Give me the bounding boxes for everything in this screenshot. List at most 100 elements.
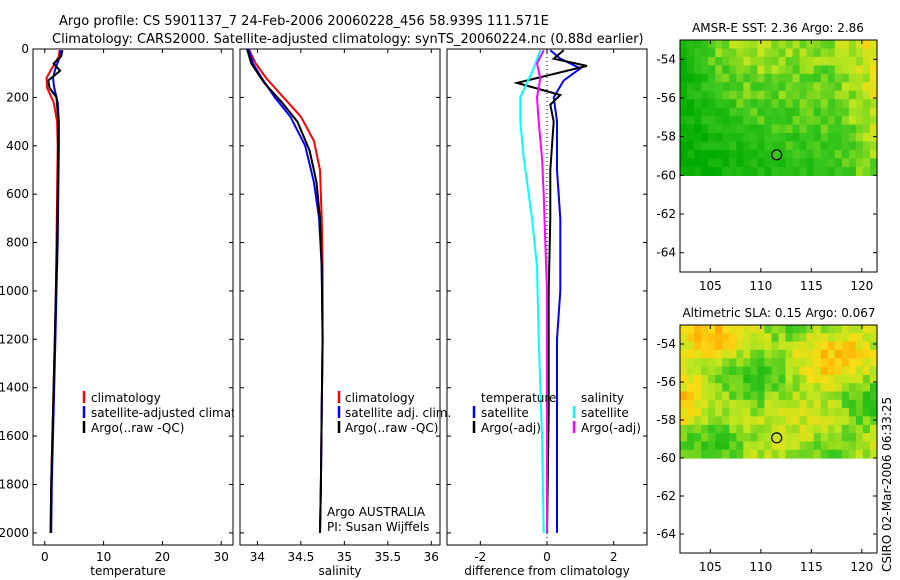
map-cell: [701, 433, 709, 442]
map-cell: [715, 107, 723, 117]
map-cell: [799, 408, 808, 417]
map-cell: [806, 73, 815, 83]
map-cell: [701, 73, 709, 83]
map-cell: [764, 166, 772, 176]
map-cell: [862, 391, 871, 401]
map-cell: [764, 449, 772, 459]
map-cell: [764, 90, 772, 100]
map-cell: [750, 374, 758, 384]
map-cell: [799, 449, 808, 459]
map-cell: [764, 124, 772, 134]
map-cell: [855, 408, 864, 417]
map-cell: [834, 391, 843, 401]
figure-title-line1: Argo profile: CS 5901137_7 24-Feb-2006 2…: [59, 14, 549, 29]
map-cell: [870, 349, 878, 359]
map-cell: [764, 416, 772, 426]
map-cell: [694, 358, 702, 368]
map-cell: [715, 73, 723, 83]
map-cell: [743, 325, 751, 334]
map-cell: [736, 40, 744, 50]
map-cell: [778, 383, 787, 393]
map-cell: [680, 65, 688, 75]
map-cell: [855, 441, 864, 451]
series-line-temperature-satellite: [549, 49, 583, 533]
map-cell: [680, 325, 688, 334]
map-cell: [855, 150, 864, 160]
map-cell: [834, 166, 843, 176]
map-cell: [743, 366, 751, 376]
map-cell: [743, 107, 751, 117]
map-cell: [701, 449, 709, 459]
map-cell: [708, 399, 716, 409]
map-cell: [708, 408, 716, 417]
map-cell: [687, 333, 695, 343]
map-cell: [743, 124, 751, 134]
map-cell: [855, 374, 864, 384]
map-cell: [708, 424, 716, 434]
map-cell: [799, 383, 808, 393]
legend-label-sal-satellite: satellite: [581, 406, 629, 420]
y-tick-label: 0: [21, 42, 29, 56]
map-cell: [820, 150, 829, 160]
temperature-xlabel: temperature: [90, 564, 165, 578]
map-cell: [870, 116, 878, 126]
map-cell: [778, 90, 787, 100]
map-cell: [778, 116, 787, 126]
map-cell: [827, 40, 836, 50]
sst-map-axes-box: [679, 39, 878, 273]
map-cell: [862, 166, 871, 176]
map-cell: [771, 141, 780, 151]
y-tick-label: 2000: [0, 526, 29, 540]
map-cell: [827, 90, 836, 100]
map-cell: [708, 150, 716, 160]
map-cell: [778, 325, 787, 334]
map-cell: [729, 449, 737, 459]
map-cell: [715, 341, 723, 351]
map-cell: [729, 383, 737, 393]
map-cell: [736, 124, 744, 134]
map-cell: [848, 399, 857, 409]
map-cell: [799, 158, 808, 168]
map-cell: [687, 56, 695, 66]
map-cell: [771, 325, 780, 334]
map-cell: [870, 383, 878, 393]
map-cell: [820, 82, 829, 92]
map-cell: [778, 73, 787, 83]
map-cell: [820, 366, 829, 376]
map-cell: [771, 65, 780, 75]
map-cell: [736, 99, 744, 109]
map-cell: [792, 116, 801, 126]
map-cell: [820, 56, 829, 66]
map-cell: [834, 433, 843, 442]
map-cell: [792, 107, 801, 117]
map-cell: [708, 333, 716, 343]
map-cell: [813, 416, 822, 426]
map-cell: [694, 90, 702, 100]
map-cell: [799, 73, 808, 83]
map-cell: [715, 90, 723, 100]
sst-map-panel: AMSR-E SST: 2.36 Argo: 2.86 105 110 115 120…: [656, 21, 878, 293]
map-cell: [799, 416, 808, 426]
map-cell: [743, 99, 751, 109]
map-cell: [743, 56, 751, 66]
map-cell: [680, 107, 688, 117]
map-cell: [827, 333, 836, 343]
map-cell: [708, 383, 716, 393]
map-cell: [870, 158, 878, 168]
map-cell: [764, 399, 772, 409]
map-cell: [799, 141, 808, 151]
map-cell: [715, 391, 723, 401]
map-cell: [813, 408, 822, 417]
map-cell: [729, 65, 737, 75]
map-cell: [827, 48, 836, 58]
map-cell: [680, 40, 688, 50]
map-cell: [736, 150, 744, 160]
map-cell: [687, 150, 695, 160]
map-cell: [820, 433, 829, 442]
map-cell: [799, 374, 808, 384]
map-cell: [687, 166, 695, 176]
map-cell: [687, 116, 695, 126]
map-cell: [687, 107, 695, 117]
map-cell: [870, 124, 878, 134]
map-cell: [834, 40, 843, 50]
